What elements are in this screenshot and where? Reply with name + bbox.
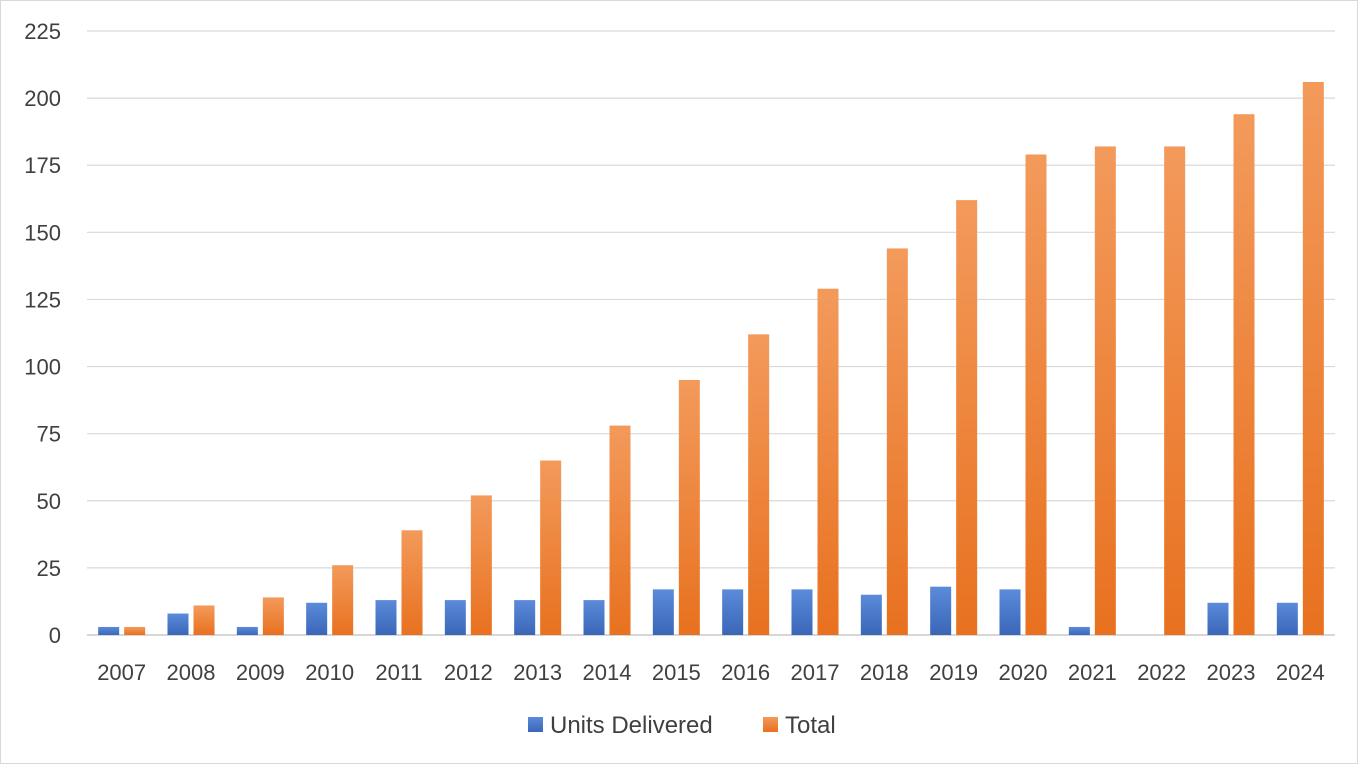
bar-units-delivered-2015 <box>652 589 674 635</box>
bar-total-2012 <box>470 495 492 635</box>
bar-total-2013 <box>540 460 562 635</box>
bar-units-delivered-2007 <box>98 626 120 635</box>
y-tick-label: 50 <box>37 489 61 514</box>
bar-total-2009 <box>262 597 284 635</box>
legend: Units Delivered Total <box>528 712 836 739</box>
bar-total-2022 <box>1164 146 1186 636</box>
y-tick-label: 75 <box>37 422 61 447</box>
bar-total-2015 <box>678 379 700 635</box>
x-tick-label-2021: 2021 <box>1068 660 1117 685</box>
bars <box>98 82 1324 636</box>
bar-units-delivered-2017 <box>791 589 813 635</box>
bar-total-2024 <box>1302 82 1324 635</box>
y-tick-label: 25 <box>37 556 61 581</box>
x-tick-label-2007: 2007 <box>97 660 146 685</box>
bar-total-2008 <box>193 605 215 635</box>
x-tick-label-2008: 2008 <box>167 660 216 685</box>
y-tick-label: 175 <box>24 153 61 178</box>
x-tick-label-2022: 2022 <box>1137 660 1186 685</box>
y-tick-label: 200 <box>24 86 61 111</box>
bar-units-delivered-2010 <box>306 602 328 635</box>
bar-units-delivered-2020 <box>999 589 1021 635</box>
y-tick-label: 0 <box>49 623 61 648</box>
bar-units-delivered-2019 <box>930 586 952 635</box>
bar-total-2018 <box>886 248 908 635</box>
x-tick-label-2014: 2014 <box>583 660 632 685</box>
legend-swatch-units-delivered <box>528 717 543 732</box>
bar-units-delivered-2016 <box>722 589 744 635</box>
x-tick-label-2013: 2013 <box>513 660 562 685</box>
x-tick-label-2023: 2023 <box>1207 660 1256 685</box>
bar-units-delivered-2024 <box>1276 602 1298 635</box>
bar-units-delivered-2011 <box>375 600 397 635</box>
x-tick-label-2017: 2017 <box>791 660 840 685</box>
x-tick-label-2015: 2015 <box>652 660 701 685</box>
x-tick-label-2011: 2011 <box>375 660 422 685</box>
bar-total-2011 <box>401 530 423 635</box>
x-tick-label-2020: 2020 <box>999 660 1048 685</box>
bar-units-delivered-2023 <box>1207 602 1229 635</box>
bar-units-delivered-2014 <box>583 600 605 635</box>
gridlines <box>87 30 1335 636</box>
y-tick-label: 225 <box>24 19 61 44</box>
legend-label-units-delivered: Units Delivered <box>550 712 713 739</box>
bar-total-2019 <box>956 200 978 635</box>
bar-units-delivered-2013 <box>514 600 536 635</box>
x-tick-label-2010: 2010 <box>305 660 354 685</box>
bar-units-delivered-2021 <box>1068 626 1090 635</box>
y-tick-label: 100 <box>24 355 61 380</box>
y-tick-label: 125 <box>24 287 61 312</box>
y-axis-tick-labels: 0 25 50 75 100 125 150 175 200 225 <box>24 19 61 648</box>
x-tick-label-2019: 2019 <box>929 660 978 685</box>
bar-units-delivered-2012 <box>444 600 466 635</box>
x-tick-label-2009: 2009 <box>236 660 285 685</box>
x-axis-tick-labels: 2007 2008 2009 2010 2011 2012 2013 2014 2015 2016… <box>97 660 1325 685</box>
bar-total-2021 <box>1094 146 1116 636</box>
bar-total-2017 <box>817 288 839 635</box>
bar-total-2014 <box>609 425 631 635</box>
bar-total-2007 <box>124 626 146 635</box>
bar-units-delivered-2008 <box>167 613 189 635</box>
legend-label-total: Total <box>785 712 836 739</box>
y-tick-label: 150 <box>24 220 61 245</box>
x-tick-label-2018: 2018 <box>860 660 909 685</box>
bar-total-2020 <box>1025 154 1047 636</box>
legend-swatch-total <box>763 717 778 732</box>
x-tick-label-2012: 2012 <box>444 660 493 685</box>
bar-units-delivered-2009 <box>236 626 258 635</box>
bar-total-2016 <box>748 334 770 635</box>
x-tick-label-2016: 2016 <box>721 660 770 685</box>
bar-units-delivered-2018 <box>860 594 882 635</box>
x-tick-label-2024: 2024 <box>1276 660 1325 685</box>
bar-total-2010 <box>332 565 354 635</box>
bar-total-2023 <box>1233 114 1255 636</box>
